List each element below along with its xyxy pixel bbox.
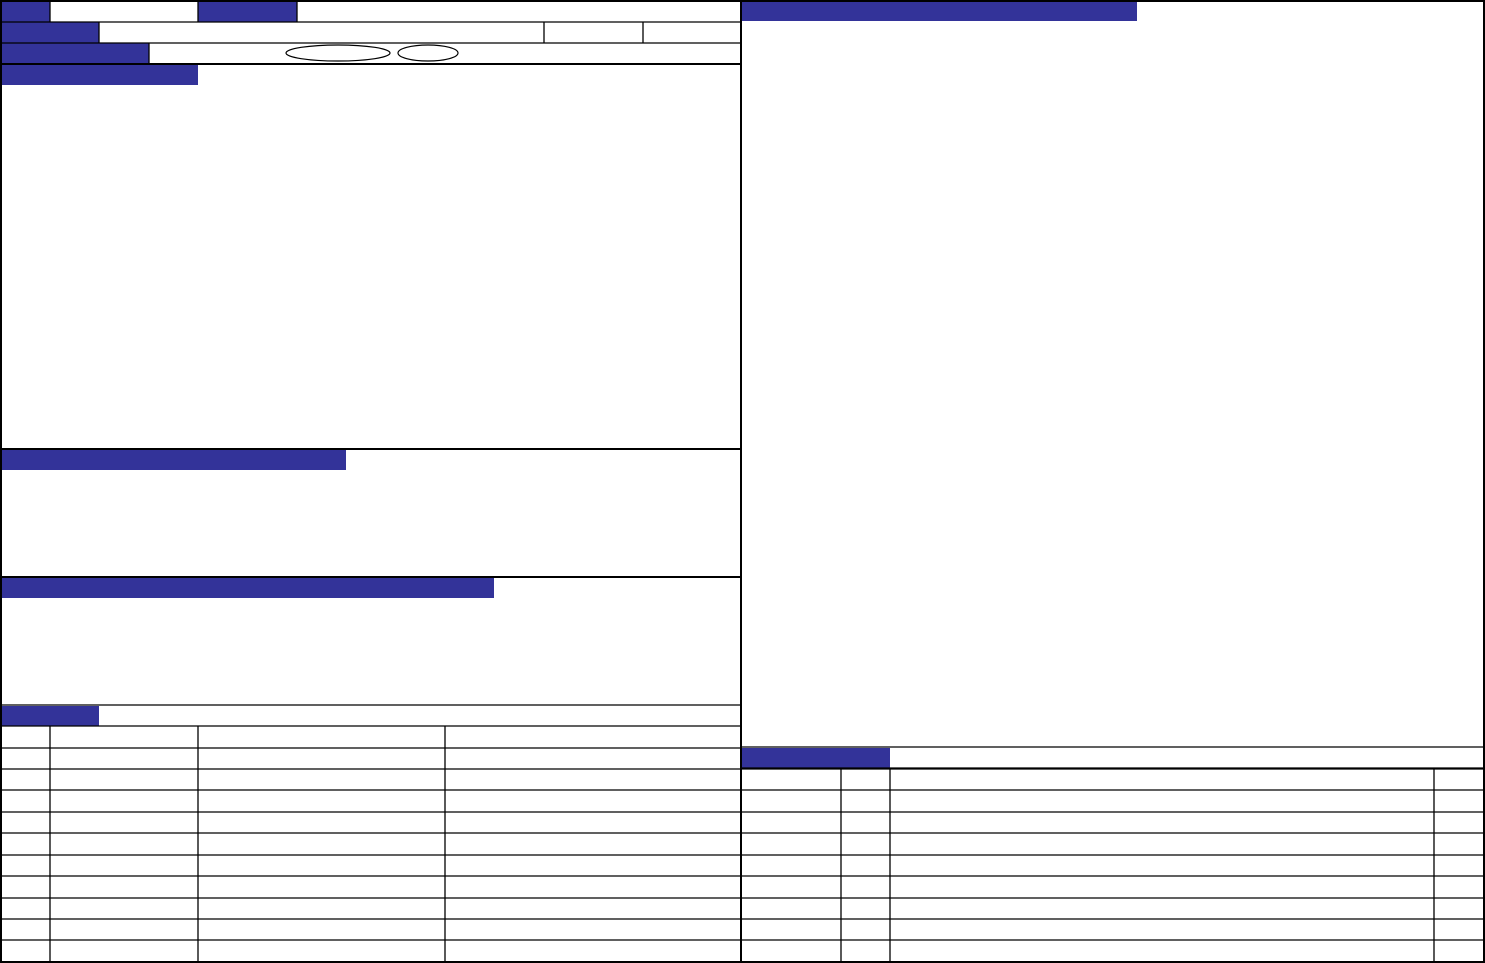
section-header: [741, 748, 890, 768]
section-header: [741, 1, 1137, 21]
option-oval[interactable]: [397, 44, 459, 62]
label-block: [1, 43, 149, 64]
label-block: [1, 22, 99, 43]
section-header: [1, 706, 99, 726]
option-oval[interactable]: [285, 44, 391, 62]
label-block: [1, 1, 50, 22]
label-block: [198, 1, 297, 22]
section-header: [1, 450, 346, 470]
section-header: [1, 578, 494, 598]
section-header: [1, 65, 198, 85]
